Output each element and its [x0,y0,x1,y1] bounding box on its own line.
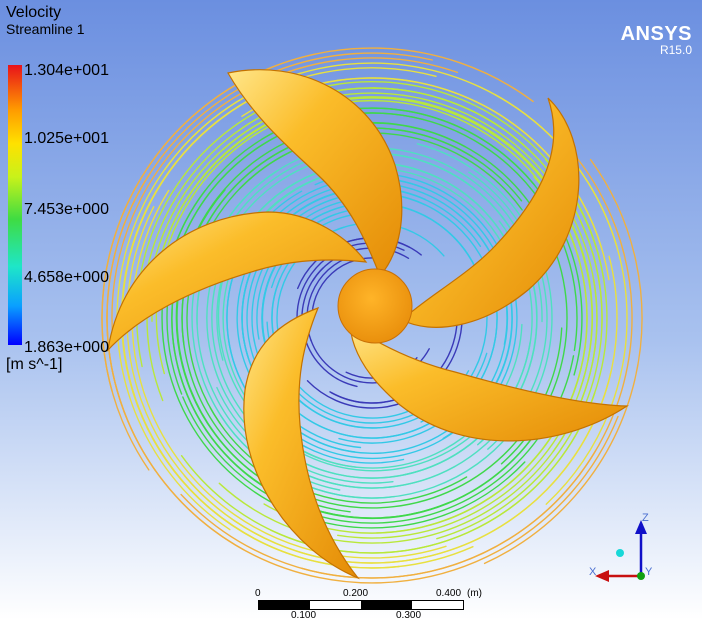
z-axis-arrowhead [635,520,647,534]
streamline [206,161,394,484]
streamline [120,67,437,554]
legend-subtitle: Streamline 1 [6,21,85,37]
legend-tick-3: 7.453e+000 [24,201,109,218]
streamline [304,341,531,479]
streamline [483,158,643,565]
y-axis-label: Y [645,566,653,578]
impeller-hub [337,268,413,344]
ansys-logo: ANSYS R15.0 [621,24,692,57]
scale-segment [361,601,412,609]
legend-tick-min: 1.863e+000 [24,339,109,356]
streamline [180,449,597,579]
legend-units: [m s^-1] [6,356,63,373]
impeller-blades [107,69,629,580]
scale-label-0100: 0.100 [291,610,317,620]
legend-tick-max: 1.304e+001 [24,62,109,79]
legend-tick-4: 4.658e+000 [24,269,109,286]
color-scale-bar [8,65,22,345]
scale-bar-frame [258,600,464,610]
impeller-blade [243,306,360,580]
streamline [311,257,383,323]
scale-label-0: 0 [255,588,261,599]
streamline [494,94,628,505]
brand-version: R15.0 [659,43,692,57]
streamline [171,294,451,519]
streamline [111,57,459,344]
streamline [301,156,633,579]
streamline [160,96,594,390]
legend-title: Velocity [6,4,62,21]
scale-label-0400: 0.400 [436,588,462,599]
scale-label-0300: 0.300 [396,610,422,620]
scale-unit: (m) [467,588,482,599]
streamline [239,162,524,282]
streamline [183,371,612,564]
brand-name: ANSYS [620,23,692,45]
x-axis-arrowhead [595,570,609,582]
streamline [106,310,619,584]
scale-label-0200: 0.200 [343,588,369,599]
streamline [209,407,468,504]
axis-triad [595,520,647,582]
streamline [116,72,302,531]
y-axis-dot [637,572,645,580]
streamline [264,77,610,281]
legend-tick-2: 1.025e+001 [24,130,109,147]
impeller-blade [227,69,403,278]
z-axis-label: Z [642,512,649,524]
streamline [172,112,578,352]
impeller-blade [107,211,368,352]
scale-segment [259,601,310,609]
view-center-dot [616,549,624,557]
streamline [280,323,523,469]
streamline [191,250,395,499]
x-axis-label: X [589,566,597,578]
streamline [180,392,596,554]
streamline [131,189,447,559]
